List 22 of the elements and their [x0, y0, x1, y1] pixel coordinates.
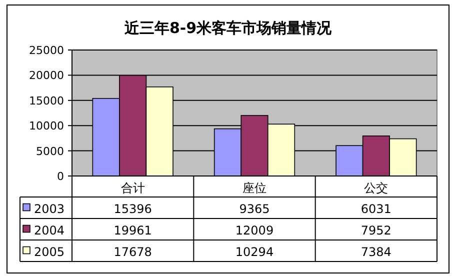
data-label: 7384	[360, 244, 392, 259]
legend-label: 2005	[34, 244, 65, 259]
y-tick-label: 10000	[29, 120, 64, 133]
y-tick-label: 25000	[29, 44, 64, 57]
x-tick-label: 公交	[364, 181, 388, 195]
data-label: 7952	[360, 223, 392, 238]
data-label: 19961	[114, 223, 152, 238]
legend-label: 2003	[34, 202, 65, 216]
data-label: 9365	[239, 202, 270, 216]
x-tick-label: 合计	[120, 181, 145, 195]
y-tick-label: 0	[57, 170, 64, 183]
x-tick-label: 座位	[242, 181, 266, 195]
y-tick-label: 20000	[29, 69, 64, 82]
legend-label: 2004	[34, 223, 65, 238]
data-label: 10294	[235, 244, 274, 259]
chart-title: 近三年8-9米客车市场销量情况	[123, 19, 333, 37]
data-label: 17678	[114, 244, 152, 259]
y-tick-label: 15000	[29, 94, 64, 108]
data-label: 6031	[360, 202, 392, 216]
data-label: 15396	[114, 202, 152, 216]
data-label: 12009	[235, 223, 274, 238]
y-tick-label: 5000	[36, 144, 64, 158]
